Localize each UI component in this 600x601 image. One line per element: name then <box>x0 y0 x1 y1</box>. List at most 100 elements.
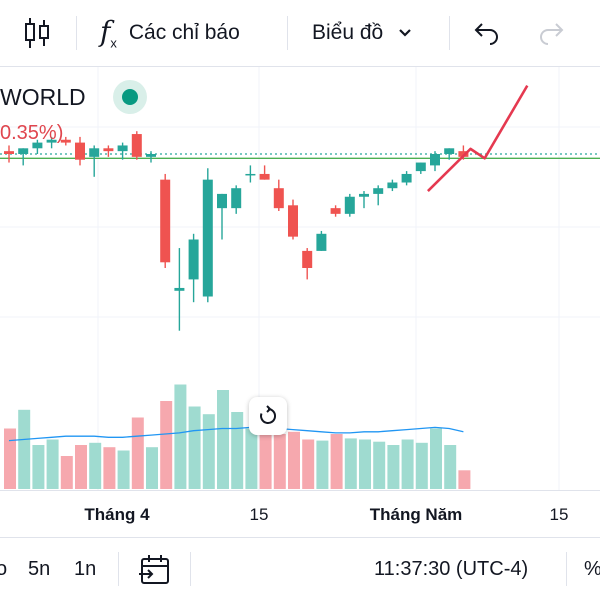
reset-icon <box>260 405 277 424</box>
indicators-button[interactable]: fx Các chỉ báo <box>100 0 240 66</box>
candle-body <box>330 208 341 214</box>
time-tick-label: 15 <box>249 505 269 524</box>
candle-body <box>430 154 440 166</box>
volume-bar <box>415 442 428 489</box>
redo-button[interactable] <box>536 0 566 66</box>
candle-body <box>146 154 156 157</box>
candle-body <box>415 162 426 172</box>
market-open-dot <box>122 89 138 105</box>
volume-bar <box>359 439 371 489</box>
volume-bar <box>202 414 215 489</box>
candle-body <box>231 188 242 209</box>
clock-time: 11:37:30 (UTC-4) <box>374 558 529 580</box>
interval-label: 1n <box>74 558 97 580</box>
interval-1m-button[interactable]: 1n <box>74 538 96 601</box>
candle-body <box>387 182 398 189</box>
volume-bar <box>117 450 130 489</box>
indicators-label: Các chỉ báo <box>128 21 240 44</box>
candle-body <box>316 233 327 251</box>
price-chart[interactable] <box>0 67 600 490</box>
time-tick-label: Tháng 4 <box>84 505 150 524</box>
candle-body <box>160 179 171 263</box>
candle-body <box>60 139 71 143</box>
candle-body <box>202 179 213 297</box>
redo-icon <box>540 23 564 45</box>
volume-bar <box>131 417 144 489</box>
time-axis[interactable]: Tháng 4 15 Tháng Năm 15 <box>0 490 600 537</box>
interval-label: 5n <box>28 558 51 580</box>
volume-bar <box>302 439 315 489</box>
reset-chart-button[interactable] <box>249 397 287 435</box>
volume-bar <box>344 438 357 489</box>
chart-type-label: Biểu đồ <box>312 21 384 44</box>
bottom-divider <box>190 552 191 586</box>
volume-bar <box>174 384 187 489</box>
fx-icon: fx <box>100 15 117 51</box>
candle-body <box>302 250 313 268</box>
volume-bar <box>60 456 73 489</box>
volume-bar <box>288 431 300 489</box>
candle-body <box>359 193 369 197</box>
volume-bar <box>46 439 59 489</box>
volume-ma-line <box>8 426 464 442</box>
time-tick-label: 15 <box>549 505 569 524</box>
candle-body <box>259 173 270 180</box>
zigzag-drawing <box>426 84 529 192</box>
candle-body <box>401 173 412 183</box>
toolbar-divider <box>449 16 450 50</box>
candlestick-chart-icon[interactable] <box>22 0 52 66</box>
candle-body <box>131 134 142 157</box>
candle-body <box>103 148 114 152</box>
volume-bar <box>401 439 414 489</box>
candle-body <box>4 151 14 154</box>
market-status-indicator[interactable] <box>113 80 147 114</box>
bottom-toolbar: o 5n 1n 11:37:30 (UTC-4) % <box>0 537 600 601</box>
volume-bar <box>188 406 201 489</box>
candle-body <box>444 148 455 154</box>
percent-scale-button[interactable]: % <box>584 538 600 601</box>
volume-bar <box>75 445 87 489</box>
toolbar-divider <box>76 16 77 50</box>
undo-button[interactable] <box>472 0 502 66</box>
candle-body <box>89 148 100 157</box>
candle-body <box>117 145 128 152</box>
interval-5d-button[interactable]: 5n <box>28 538 50 601</box>
candle-body <box>373 188 384 194</box>
calendar-goto-icon <box>139 554 169 584</box>
candle-body <box>245 173 256 176</box>
interval-button-partial[interactable]: o <box>0 538 7 601</box>
volume-bar <box>316 440 329 489</box>
undo-icon <box>474 23 498 45</box>
candle-body <box>18 148 29 154</box>
chart-type-button[interactable]: Biểu đồ <box>312 0 413 66</box>
volume-bar <box>458 470 471 489</box>
volume-bar <box>387 445 400 489</box>
candle-body <box>46 139 57 143</box>
chevron-down-icon <box>399 29 412 37</box>
candle-body <box>288 205 298 237</box>
volume-bar <box>160 401 173 489</box>
volume-bar <box>430 428 442 489</box>
volume-bar <box>146 447 158 489</box>
volume-bar <box>89 442 102 489</box>
candle-body <box>458 151 469 157</box>
timezone-button[interactable]: 11:37:30 (UTC-4) <box>374 538 528 601</box>
volume-bar <box>373 441 386 489</box>
volume-bar <box>444 445 457 489</box>
symbol-name: WORLD <box>0 84 86 110</box>
volume-bar <box>245 428 258 489</box>
interval-label: o <box>0 558 8 580</box>
candle-body <box>217 193 227 209</box>
candle-body <box>344 196 355 214</box>
candle-body <box>32 142 43 149</box>
go-to-date-button[interactable] <box>138 538 172 601</box>
volume-bar <box>32 445 45 489</box>
toolbar-divider <box>287 16 288 50</box>
candle-body <box>75 142 85 160</box>
chart-pane[interactable] <box>0 67 600 490</box>
volume-bar <box>217 390 229 489</box>
volume-bar <box>231 412 244 489</box>
volume-bar <box>330 434 343 489</box>
candle-body <box>174 287 185 291</box>
volume-bar <box>103 447 116 489</box>
